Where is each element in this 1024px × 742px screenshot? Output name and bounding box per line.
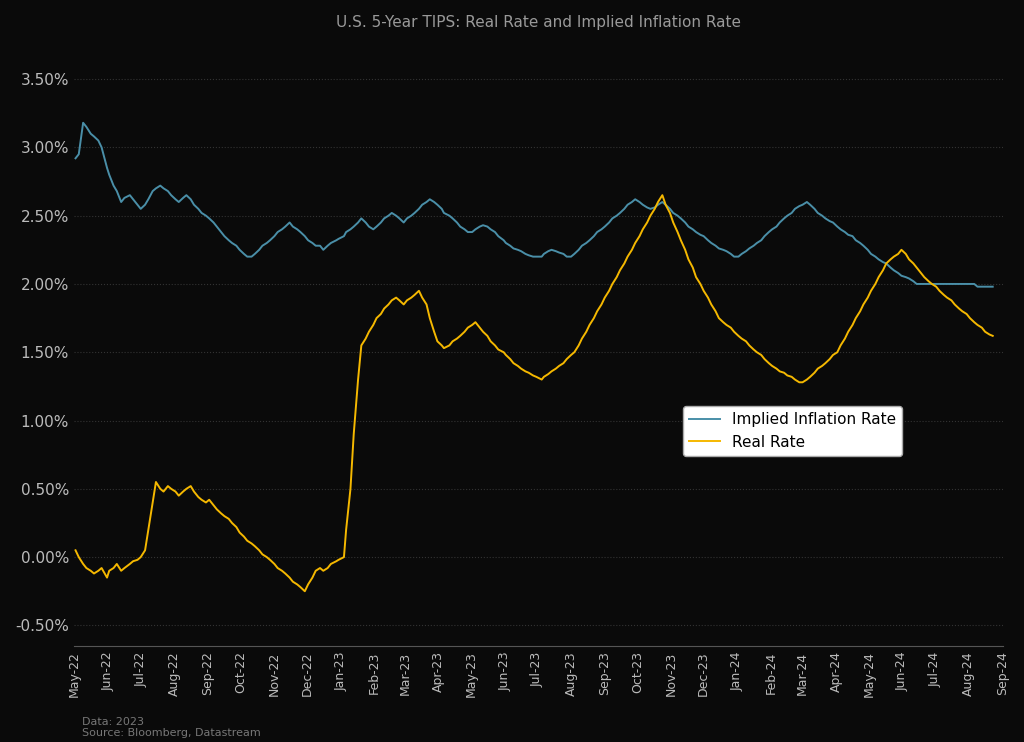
Text: Data: 2023
Source: Bloomberg, Datastream: Data: 2023 Source: Bloomberg, Datastream <box>82 717 261 738</box>
Line: Real Rate: Real Rate <box>76 195 992 591</box>
Legend: Implied Inflation Rate, Real Rate: Implied Inflation Rate, Real Rate <box>683 406 902 456</box>
Line: Implied Inflation Rate: Implied Inflation Rate <box>76 122 992 286</box>
Title: U.S. 5-Year TIPS: Real Rate and Implied Inflation Rate: U.S. 5-Year TIPS: Real Rate and Implied … <box>336 15 741 30</box>
